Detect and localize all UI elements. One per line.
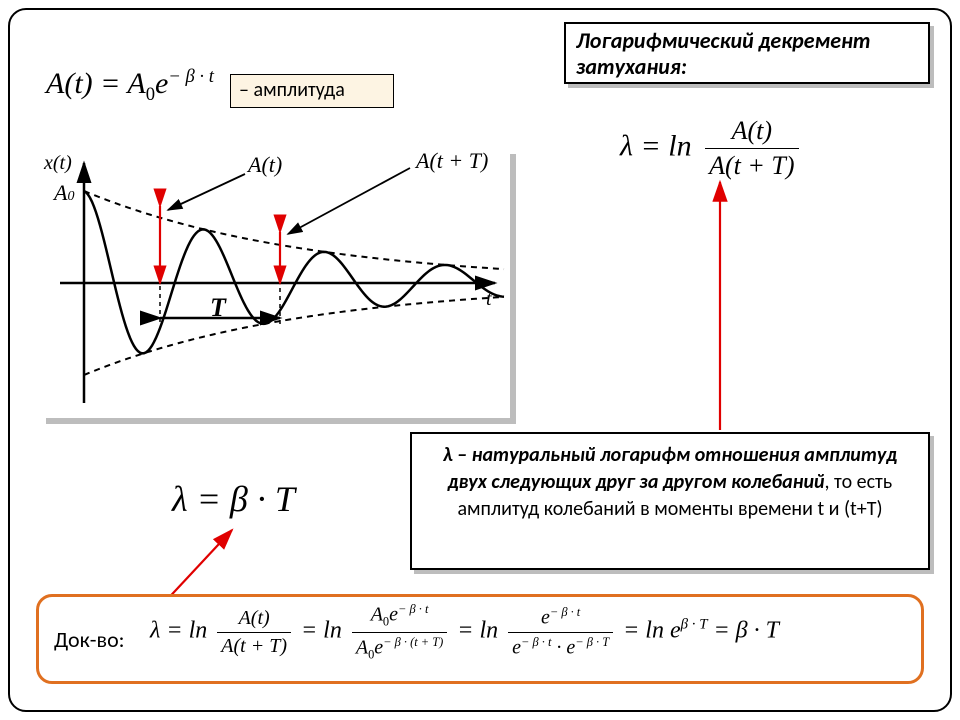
equation-lambda-ratio: λ = ln A(t) A(t + T) [620,116,799,181]
A0-label: A0 [54,180,74,206]
A: A [46,67,64,100]
AtT-label: A(t + T) [416,148,488,174]
period-label: T [210,293,226,323]
envelope-bottom [84,297,504,375]
label-arrow-AtT [288,168,410,234]
equation-amplitude: A(t) = A0e− β · t [46,66,214,106]
title-text: Логарифмический декремент затухания: [576,27,871,80]
title-box: Логарифмический декремент затухания: [564,22,930,84]
amplitude-label: – амплитуда [239,78,345,102]
ylabel: x(t) [44,152,72,175]
slide-root: A(t) = A0e− β · t – амплитуда Логарифмич… [0,0,960,720]
amplitude-label-box: – амплитуда [230,74,394,108]
equation-lambda-betaT: λ = β · T [172,478,295,520]
tlabel: t [486,288,492,311]
At-label: A(t) [248,152,282,178]
proof-equation: λ = ln A(t) A(t + T) = ln A0e− β · t A0e… [150,602,779,662]
damped-oscillation-graph: x(t) t A0 A(t) A(t + T) T [40,148,510,418]
definition-box: λ – натуральный логарифм отношения ампли… [410,432,930,570]
graph-svg [40,148,510,418]
damped-curve [84,191,504,353]
proof-label: Док-во: [54,626,125,653]
label-arrow-At [168,174,245,210]
